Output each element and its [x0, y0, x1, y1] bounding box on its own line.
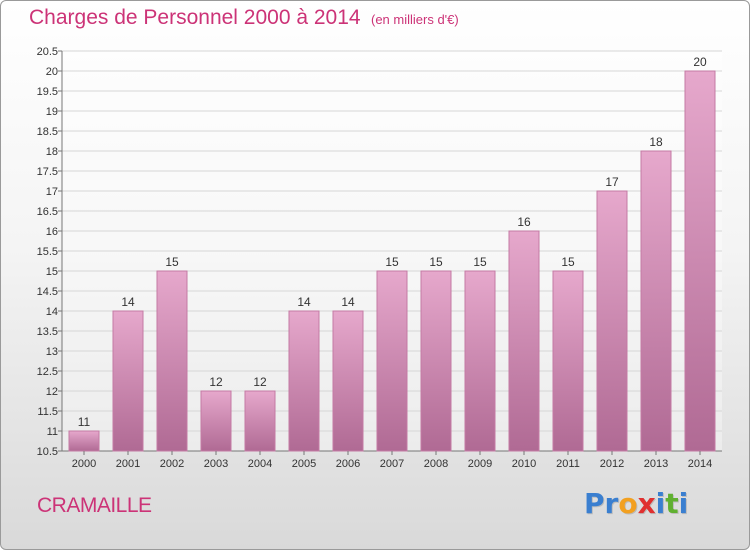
- bar: [332, 310, 364, 452]
- y-tick-label: 11.5: [37, 406, 58, 418]
- x-tick-label: 2006: [336, 458, 360, 470]
- chart-title: Charges de Personnel 2000 à 2014: [29, 6, 361, 29]
- y-tick-label: 19: [46, 106, 58, 118]
- bar-value-label: 15: [429, 255, 443, 269]
- x-tick-label: 2014: [688, 458, 712, 470]
- x-tick-label: 2011: [556, 458, 580, 470]
- bar-value-label: 15: [473, 255, 487, 269]
- y-tick-label: 13: [46, 346, 58, 358]
- y-tick-label: 19.5: [37, 86, 58, 98]
- y-tick-label: 17: [46, 186, 58, 198]
- bar-value-label: 14: [297, 295, 311, 309]
- bar: [596, 190, 628, 452]
- x-tick-label: 2007: [380, 458, 404, 470]
- y-tick-label: 17.5: [37, 166, 58, 178]
- y-tick-label: 20: [46, 66, 58, 78]
- y-tick-label: 16: [46, 226, 58, 238]
- bar-value-label: 18: [649, 135, 663, 149]
- y-tick-label: 12.5: [37, 366, 58, 378]
- bar: [464, 270, 496, 452]
- bar: [640, 150, 672, 452]
- x-tick-label: 2000: [72, 458, 96, 470]
- bar-value-label: 15: [165, 255, 179, 269]
- logo-letter: t: [665, 487, 679, 520]
- y-tick-label: 12: [46, 386, 58, 398]
- chart-subtitle: (en milliers d'€): [371, 12, 459, 27]
- y-tick-label: 16.5: [37, 206, 58, 218]
- bar-value-label: 17: [605, 175, 619, 189]
- proxiti-logo: Proxiti: [584, 487, 688, 520]
- logo-letter: i: [678, 487, 689, 520]
- bar: [200, 390, 232, 452]
- commune-name: CRAMAILLE: [37, 494, 152, 517]
- bar-value-label: 16: [517, 215, 531, 229]
- x-tick-label: 2013: [644, 458, 668, 470]
- x-tick-label: 2002: [160, 458, 184, 470]
- x-tick-label: 2008: [424, 458, 448, 470]
- bar-value-label: 14: [341, 295, 355, 309]
- bar: [156, 270, 188, 452]
- bar: [68, 430, 100, 452]
- logo-letter: o: [618, 487, 638, 520]
- bar: [508, 230, 540, 452]
- bar-value-label: 12: [253, 375, 267, 389]
- bar-value-label: 11: [78, 415, 91, 429]
- x-tick-label: 2005: [292, 458, 316, 470]
- bar: [684, 70, 716, 452]
- logo-letter: P: [584, 487, 605, 520]
- x-tick-label: 2004: [248, 458, 272, 470]
- x-tick-label: 2003: [204, 458, 228, 470]
- y-tick-label: 15: [46, 266, 58, 278]
- y-tick-label: 18.5: [37, 126, 58, 138]
- bar: [112, 310, 144, 452]
- bar: [420, 270, 452, 452]
- x-tick-label: 2001: [116, 458, 140, 470]
- bar-value-label: 20: [693, 55, 707, 69]
- logo-letter: x: [637, 487, 656, 520]
- y-tick-label: 15.5: [37, 246, 58, 258]
- bar: [376, 270, 408, 452]
- y-tick-label: 10.5: [37, 446, 58, 458]
- x-tick-label: 2009: [468, 458, 492, 470]
- bar: [552, 270, 584, 452]
- y-tick-label: 13.5: [37, 326, 58, 338]
- y-tick-label: 18: [46, 146, 58, 158]
- bar-value-label: 12: [209, 375, 223, 389]
- bar: [288, 310, 320, 452]
- bar-value-label: 15: [561, 255, 575, 269]
- y-tick-label: 14: [46, 306, 58, 318]
- bar-value-label: 15: [385, 255, 399, 269]
- y-tick-label: 14.5: [37, 286, 58, 298]
- bar-value-label: 14: [121, 295, 135, 309]
- x-tick-label: 2012: [600, 458, 624, 470]
- y-tick-label: 20.5: [37, 46, 58, 58]
- y-tick-label: 11: [47, 426, 58, 438]
- logo-letter: i: [655, 487, 666, 520]
- bar: [244, 390, 276, 452]
- x-tick-label: 2010: [512, 458, 536, 470]
- logo-letter: r: [604, 487, 619, 520]
